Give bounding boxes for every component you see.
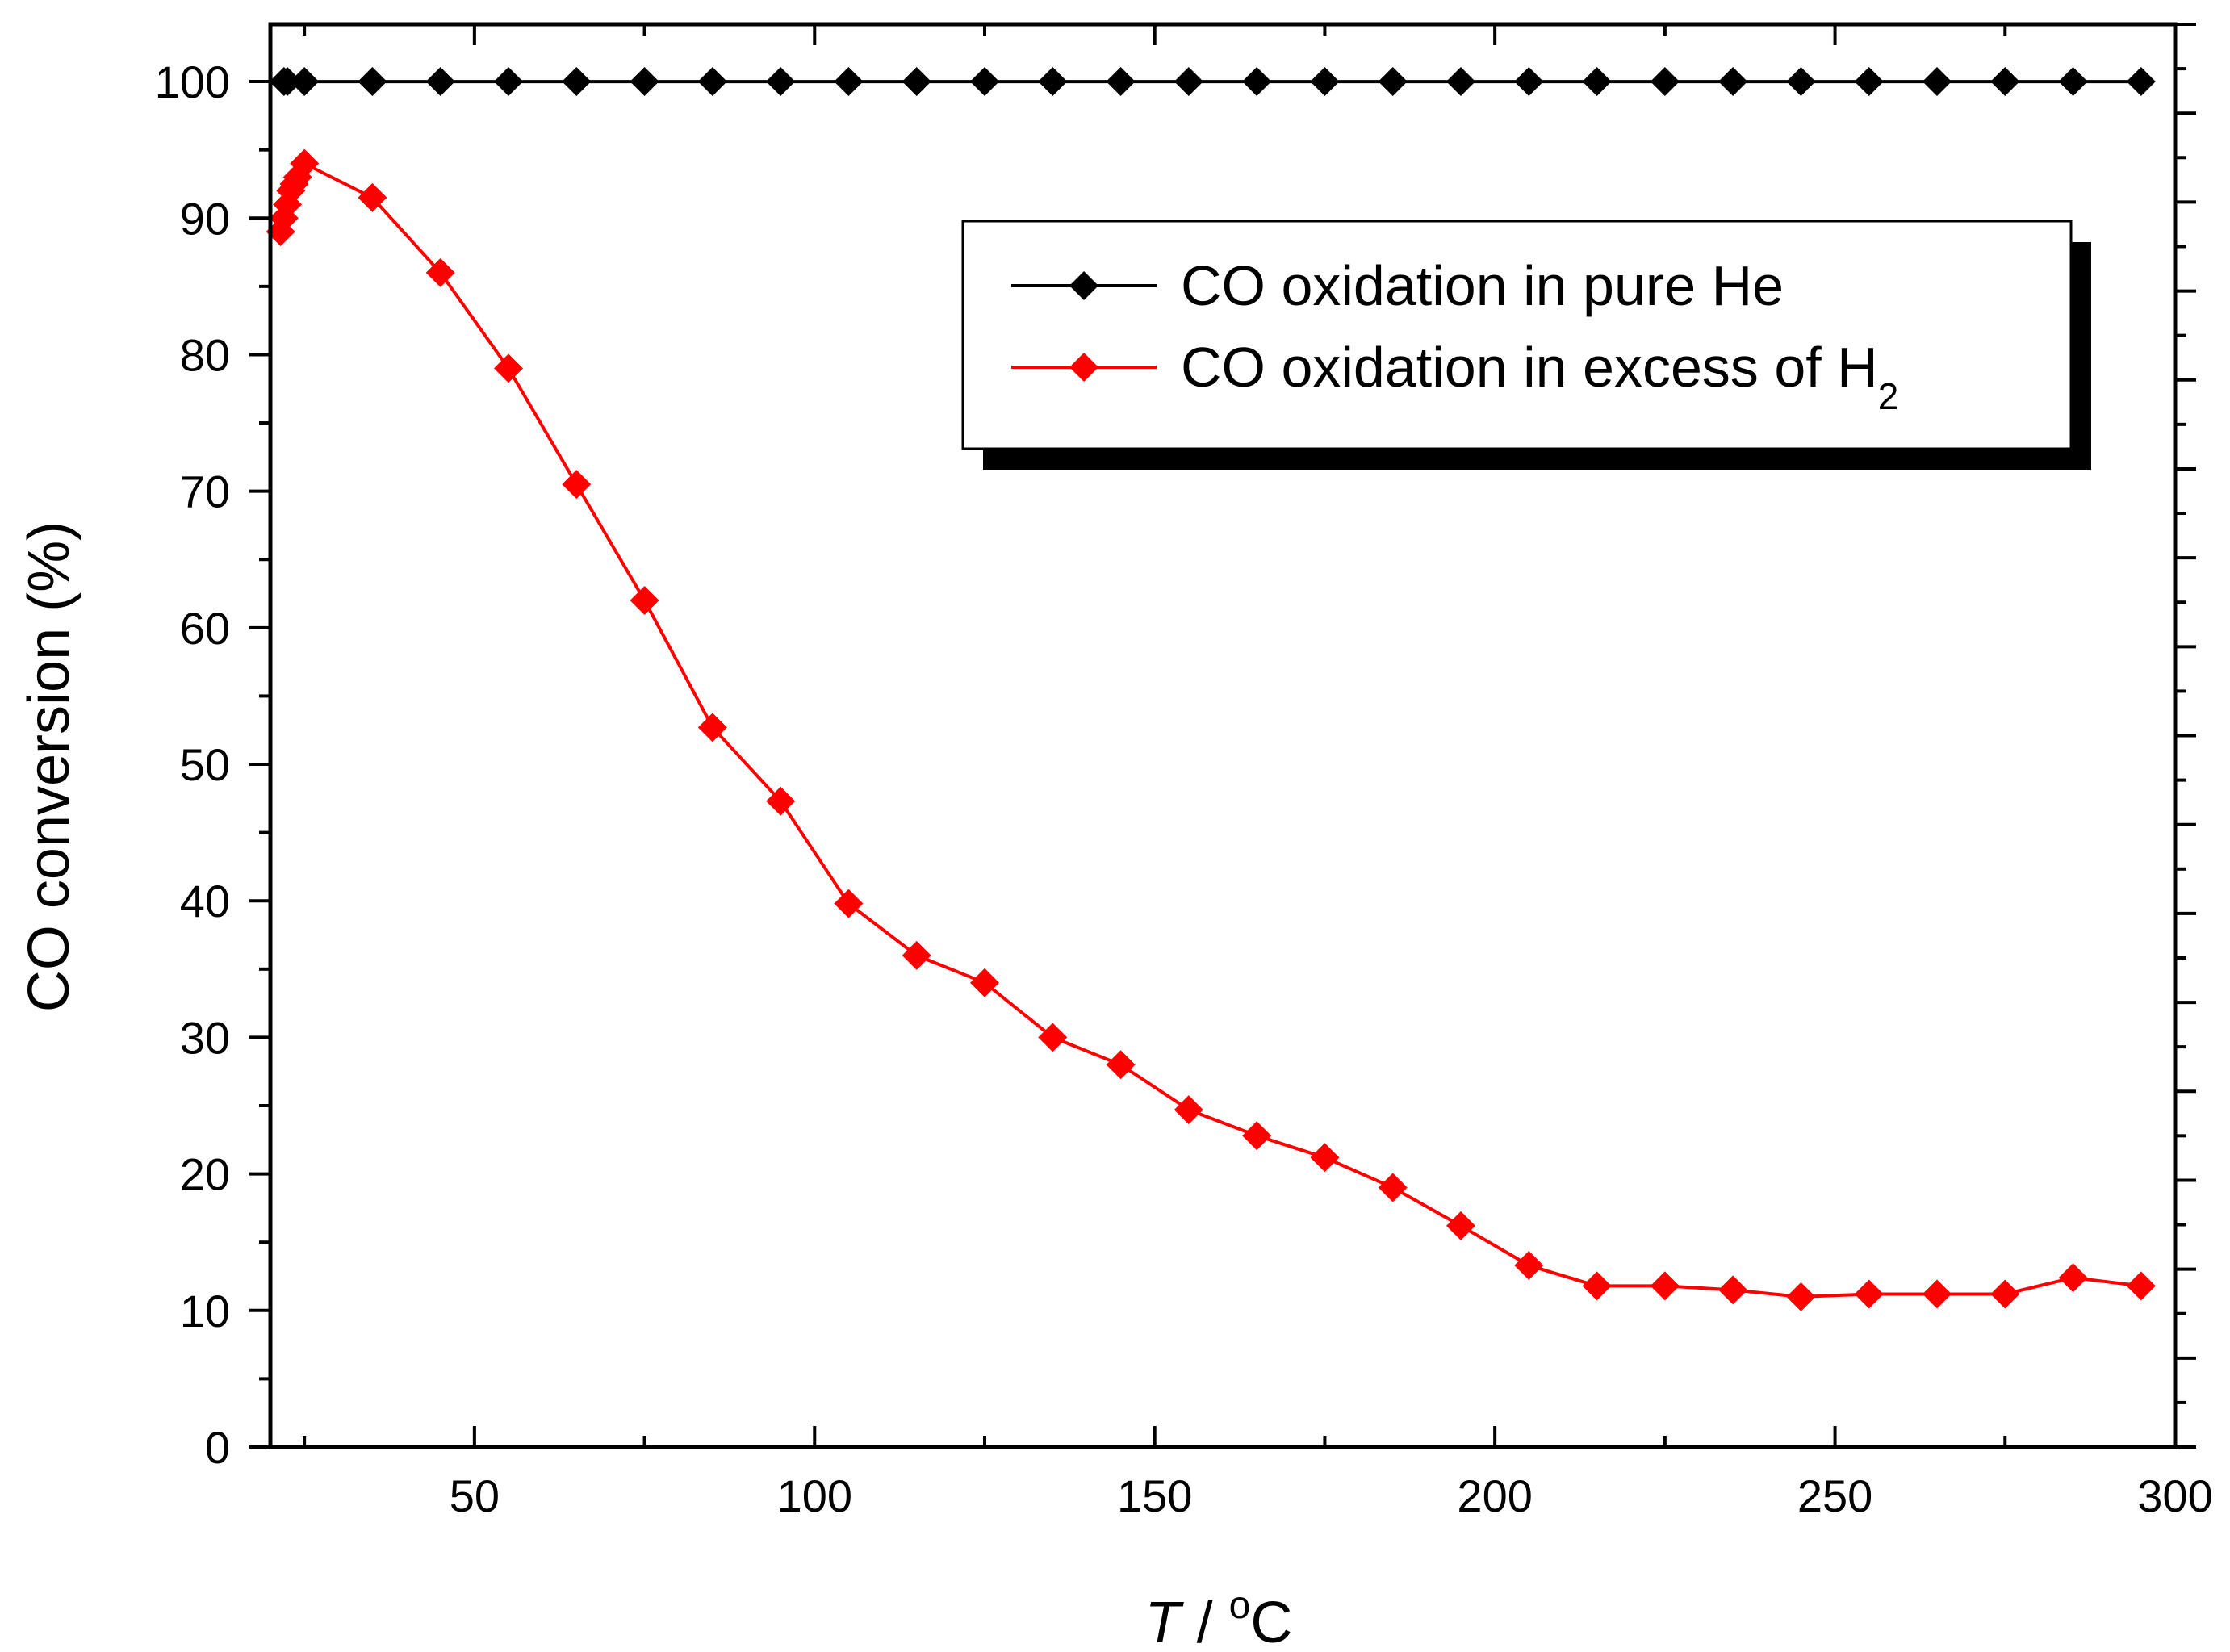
x-axis-title-degree: o [1229,1584,1251,1627]
series-0-point [494,67,523,97]
legend-label-excess-h2-subscript: 2 [1878,375,1899,417]
series-1-point [834,889,864,918]
series-1-point [2126,1271,2156,1301]
series-1-point [290,148,320,178]
x-tick-label: 50 [450,1470,500,1521]
legend: CO oxidation in pure He CO oxidation in … [961,220,2091,470]
x-tick-label: 250 [1797,1470,1872,1521]
y-tick-label: 80 [180,329,230,380]
series-0-point [358,67,387,97]
series-1-point [1718,1275,1748,1305]
series-0-point [2126,67,2156,97]
plot-marks [266,67,2156,1311]
series-0-point [1174,67,1203,97]
y-axis-title: CO conversion (%) [17,521,82,1012]
series-0-point [1378,67,1408,97]
series-0-point [562,67,592,97]
axes: 50 100 150 200 250 300 0 10 20 30 40 50 60 70 80 90 100 [155,22,2213,1521]
series-1-point [630,585,659,615]
series-0-point [1650,67,1680,97]
y-tick-label: 60 [180,603,230,654]
series-0-point [1922,67,1952,97]
legend-label-pure-he: CO oxidation in pure He [1181,254,1784,317]
series-1-point [1854,1279,1884,1309]
x-tick-label: 100 [777,1470,852,1521]
series-0-point [1446,67,1475,97]
series-1-point [1650,1271,1680,1301]
series-0-point [1582,67,1612,97]
x-axis-title-unit: C [1250,1591,1292,1652]
y-tick-label: 50 [180,739,230,790]
legend-label-excess-h2-main: CO oxidation in excess of H [1181,336,1878,399]
x-axis-title-separator: / [1181,1591,1229,1652]
x-axis-title-variable: T [1145,1591,1185,1652]
series-1-point [970,968,999,997]
series-0-point [290,67,320,97]
y-tick-label: 100 [155,56,230,107]
legend-box [961,220,2073,450]
x-axis-title: T / oC [1145,1584,1293,1652]
series-1-point [1922,1279,1952,1309]
series-1-point [1582,1271,1612,1301]
series-0-point [902,67,931,97]
series-1-point [766,786,796,816]
y-tick-label: 90 [180,193,230,244]
series-0-point [1718,67,1748,97]
legend-marker-pure-he [1069,271,1098,300]
series-1-point [1378,1173,1408,1202]
x-tick-label: 300 [2137,1470,2212,1521]
series-0-point [425,67,455,97]
series-0-point [1038,67,1068,97]
series-0-point [273,67,303,97]
x-tick-label: 150 [1117,1470,1192,1521]
series-1-point [1514,1250,1544,1280]
series-0-point [834,67,864,97]
y-tick-label: 30 [180,1012,230,1063]
series-0-point [1786,67,1816,97]
series-0-point [1310,67,1340,97]
legend-marker-excess-h2 [1069,353,1098,382]
series-0-point [970,67,999,97]
series-0-point [630,67,659,97]
series-1-point [425,257,455,287]
y-tick-label: 0 [205,1422,230,1473]
series-0-point [2058,67,2088,97]
series-1-point [697,713,727,742]
series-0-point [1242,67,1272,97]
series-1-point [494,353,523,383]
series-1-point [358,182,387,212]
y-tick-label: 20 [180,1149,230,1200]
y-tick-label: 40 [180,876,230,926]
x-tick-label: 200 [1457,1470,1532,1521]
series-1-point [1310,1143,1340,1173]
series-0-point [697,67,727,97]
series-1-point [1990,1279,2020,1309]
series-1-point [1038,1023,1068,1052]
series-0-point [1514,67,1544,97]
series-1-point [1446,1211,1475,1240]
legend-label-excess-h2: CO oxidation in excess of H2 [1181,336,1898,417]
series-1-point [902,940,931,970]
series-1-point [1174,1095,1203,1125]
series-1-point [562,470,592,500]
series-1-point [1106,1050,1136,1080]
series-0-point [1990,67,2020,97]
y-tick-label: 10 [180,1286,230,1336]
series-0-point [1106,67,1136,97]
series-0-point [1854,67,1884,97]
series-1-point [1242,1121,1272,1151]
series-1-point [1786,1282,1816,1311]
series-0-point [766,67,796,97]
y-tick-label: 70 [180,466,230,517]
series-1-point [2058,1263,2088,1293]
